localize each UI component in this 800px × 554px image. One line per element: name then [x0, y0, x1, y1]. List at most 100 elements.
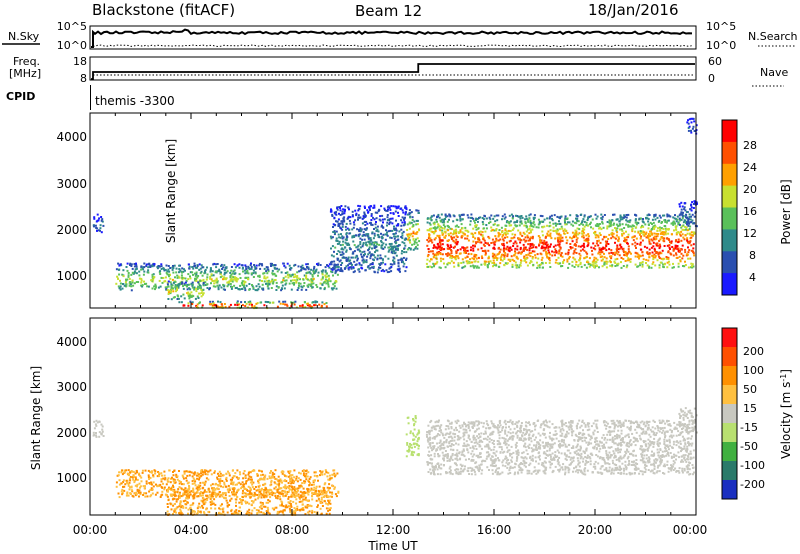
scatter-point: [339, 214, 342, 216]
scatter-point: [317, 479, 319, 482]
scatter-point: [657, 244, 660, 247]
scatter-point: [366, 222, 369, 225]
scatter-point: [552, 222, 555, 225]
scatter-point: [343, 212, 346, 215]
scatter-point: [148, 490, 151, 493]
scatter-point: [263, 513, 266, 515]
scatter-point: [299, 484, 302, 487]
scatter-point: [450, 252, 453, 255]
scatter-point: [567, 266, 570, 269]
scatter-point: [648, 266, 651, 269]
scatter-point: [595, 257, 598, 260]
scatter-point: [676, 215, 679, 218]
scatter-point: [409, 222, 412, 225]
scatter-point: [655, 242, 658, 245]
scatter-point: [379, 254, 382, 257]
scatter-point: [166, 273, 169, 276]
scatter-point: [389, 212, 392, 215]
scatter-point: [293, 276, 295, 279]
scatter-point: [528, 232, 531, 235]
scatter-point: [645, 231, 648, 234]
scatter-point: [373, 218, 376, 221]
scatter-point: [342, 248, 345, 251]
scatter-point: [202, 481, 205, 484]
scatter-point: [657, 227, 659, 230]
scatter-point: [375, 217, 378, 220]
scatter-point: [537, 235, 540, 237]
scatter-point: [686, 222, 689, 225]
scatter-point: [251, 470, 254, 472]
scatter-point: [307, 491, 310, 493]
scatter-point: [436, 242, 439, 245]
scatter-point: [497, 265, 500, 268]
scatter-point: [692, 234, 694, 237]
scatter-point: [320, 472, 323, 475]
scatter-point: [170, 489, 173, 491]
scatter-point: [119, 282, 122, 285]
scatter-point: [229, 276, 232, 279]
scatter-point: [187, 492, 189, 495]
scatter-point: [243, 487, 246, 490]
scatter-point: [469, 249, 472, 252]
scatter-point: [295, 280, 298, 283]
scatter-point: [155, 483, 157, 486]
scatter-point: [308, 305, 311, 308]
scatter-point: [606, 227, 609, 230]
scatter-point: [93, 217, 96, 220]
scatter-point: [202, 471, 205, 474]
scatter-point: [529, 245, 532, 248]
scatter-point: [499, 248, 502, 251]
scatter-point: [290, 267, 293, 270]
scatter-point: [361, 222, 364, 225]
scatter-point: [552, 226, 555, 229]
scatter-point: [295, 477, 298, 480]
scatter-point: [450, 246, 453, 248]
scatter-point: [163, 486, 166, 489]
scatter-point: [502, 238, 505, 241]
scatter-point: [492, 241, 495, 244]
scatter-point: [600, 213, 603, 216]
scatter-point: [175, 500, 178, 503]
scatter-point: [678, 205, 681, 208]
scatter-point: [653, 249, 656, 251]
scatter-point: [279, 478, 282, 481]
scatter-point: [171, 476, 173, 479]
scatter-point: [467, 239, 470, 242]
scatter-point: [693, 200, 696, 203]
scatter-point: [314, 270, 317, 273]
scatter-point: [223, 303, 226, 305]
scatter-point: [616, 218, 619, 221]
scatter-point: [687, 127, 690, 129]
scatter-point: [302, 472, 305, 475]
scatter-point: [503, 213, 506, 216]
scatter-point: [188, 297, 191, 300]
scatter-point: [235, 280, 238, 283]
scatter-point: [506, 253, 509, 256]
scatter-point: [539, 214, 542, 217]
scatter-point: [290, 485, 293, 488]
scatter-point: [353, 270, 356, 273]
scatter-point: [681, 244, 684, 247]
scatter-point: [293, 303, 296, 306]
scatter-point: [147, 469, 150, 472]
scatter-point: [226, 281, 229, 284]
scatter-point: [435, 246, 437, 249]
scatter-point: [241, 486, 244, 488]
scatter-point: [528, 252, 531, 255]
scatter-point: [360, 264, 363, 267]
scatter-point: [268, 283, 271, 286]
scatter-point: [564, 215, 567, 218]
scatter-point: [519, 220, 522, 223]
scatter-point: [230, 266, 233, 268]
scatter-point: [654, 238, 657, 241]
scatter-point: [284, 475, 287, 477]
scatter-point: [277, 485, 280, 488]
scatter-point: [630, 225, 633, 228]
scatter-point: [214, 507, 217, 510]
scatter-point: [634, 219, 637, 222]
scatter-point: [439, 253, 442, 256]
scatter-point: [210, 493, 213, 496]
scatter-point: [681, 205, 684, 208]
scatter-point: [212, 285, 215, 288]
scatter-point: [338, 212, 340, 215]
